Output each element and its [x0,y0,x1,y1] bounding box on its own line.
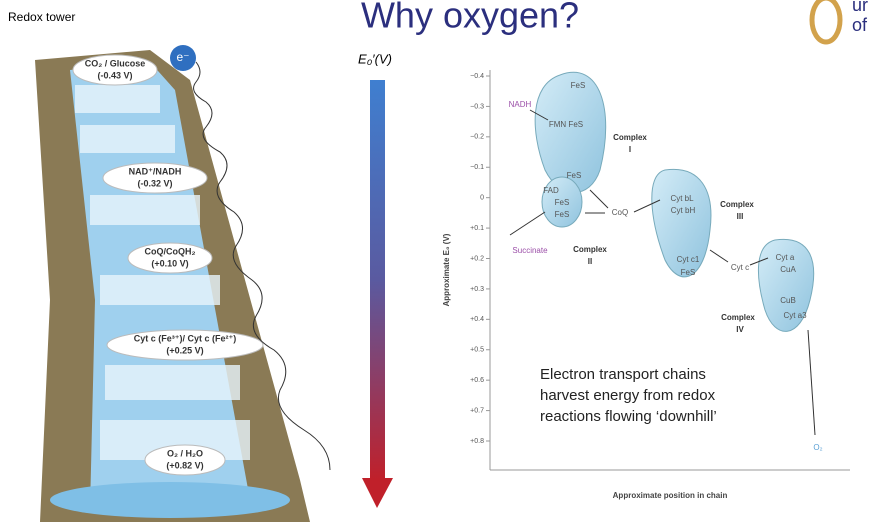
electron-path [193,61,331,471]
figure-label: I [629,145,631,154]
y-tick-label: +0.1 [470,225,484,232]
step-potential: (-0.32 V) [137,178,172,188]
logo-text: ur [852,0,868,15]
figure-label: FMN FeS [549,120,583,129]
step-oval [102,162,208,194]
complex-iii [651,168,712,278]
step-couple: CoQ/CoQH₂ [145,246,196,256]
y-tick-label: +0.6 [470,377,484,384]
step-couple: CO₂ / Glucose [85,58,146,68]
step-oval [144,444,226,476]
figure-label: Cyt a [776,253,795,262]
step-oval [106,329,264,361]
figure: Approximate E₀ (V) Approximate position … [442,70,850,500]
y-tick-label: +0.3 [470,286,484,293]
figure-label: Complex [721,313,755,322]
figure-label: FeS [555,210,570,219]
step-oval [72,54,158,86]
figure-label: CuB [780,296,796,305]
figure-label: Complex [720,200,754,209]
figure-label: III [737,212,744,221]
x-axis-label: Approximate position in chain [613,491,728,500]
figure-label: FeS [555,198,570,207]
caption: Electron transport chains [540,366,706,383]
figure-label: Cyt bL [670,194,694,203]
slide-title: Why oxygen? [361,0,579,36]
step-potential: (+0.25 V) [166,345,203,355]
y-tick-label: −0.1 [470,164,484,171]
figure-label: NADH [509,100,532,109]
y-tick-label: −0.2 [470,134,484,141]
figure-label: Cyt c [731,263,749,272]
figure-label: FeS [681,268,696,277]
arrow-head [362,478,393,508]
corner-label: Redox tower [8,10,75,24]
step-oval [127,242,213,274]
y-tick-label: −0.3 [470,103,484,110]
electron-label: e⁻ [176,50,189,64]
figure-label: IV [736,325,744,334]
step-potential: (-0.43 V) [97,70,132,80]
y-tick-label: +0.8 [470,438,484,445]
complex-ii [541,176,583,228]
electron [170,45,196,71]
figure-label: FeS [571,81,586,90]
figure-label: Complex [573,245,607,254]
y-tick-label: +0.2 [470,255,484,262]
y-tick-label: +0.5 [470,347,484,354]
step-couple: Cyt c (Fe³⁺)/ Cyt c (Fe²⁺) [134,333,237,343]
logo-text: of [852,15,868,35]
figure-label: Cyt bH [671,206,696,215]
step-couple: NAD⁺/NADH [129,166,182,176]
step-couple: O₂ / H₂O [167,448,203,458]
tower-labels: CO₂ / Glucose (-0.43 V) NAD⁺/NADH (-0.32 V)… [72,54,264,476]
step-potential: (+0.82 V) [166,460,203,470]
figure-label: Cyt c1 [677,255,700,264]
figure-label: CoQ [612,208,628,217]
figure-label: FAD [543,186,559,195]
logo: ur of [809,0,868,45]
arrow-label: E₀′(V) [358,51,392,66]
waterfall [35,50,310,522]
y-tick-label: −0.4 [470,73,484,80]
figure-label: II [588,257,592,266]
caption: reactions flowing ‘downhill’ [540,408,717,425]
y-axis-label: Approximate E₀ (V) [442,233,451,306]
figure-label: Complex [613,133,647,142]
caption: harvest energy from redox [540,387,716,404]
complex-iv [757,238,815,332]
y-tick-label: +0.7 [470,407,484,414]
figure-label: Cyt a3 [783,311,807,320]
y-tick-label: +0.4 [470,316,484,323]
figure-label: O₂ [813,443,822,452]
figure-label: Succinate [512,246,548,255]
figure-label: FeS [567,171,582,180]
potential-arrow [370,80,385,480]
step-potential: (+0.10 V) [151,258,188,268]
flow-arrows [509,109,816,436]
y-tick-label: 0 [480,195,484,202]
figure-label: CuA [780,265,796,274]
